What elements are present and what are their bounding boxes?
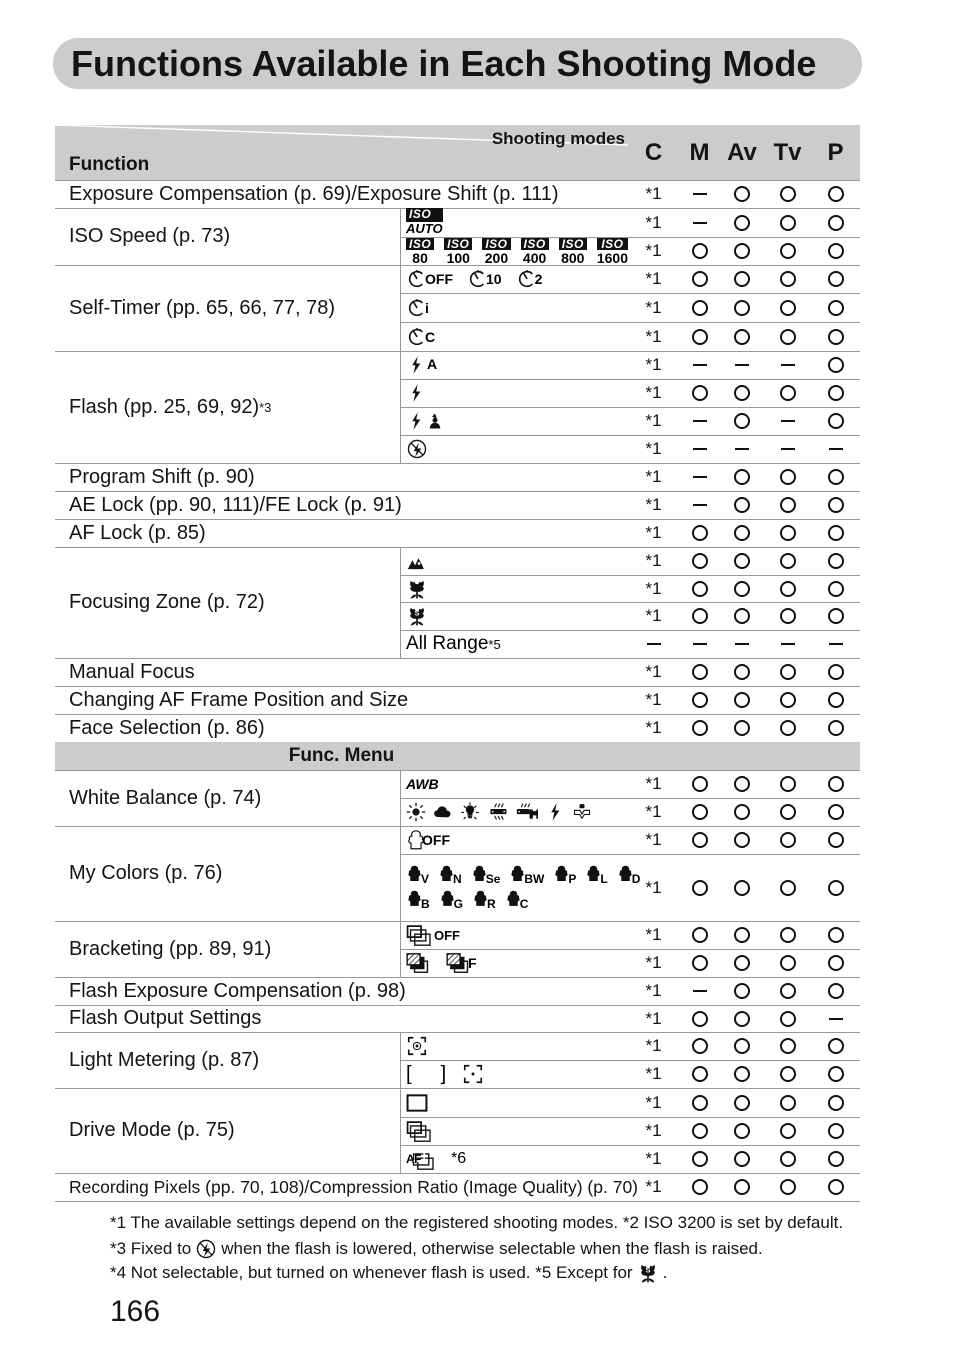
svg-text:S: S <box>645 1267 650 1275</box>
svg-text:S: S <box>415 610 420 618</box>
